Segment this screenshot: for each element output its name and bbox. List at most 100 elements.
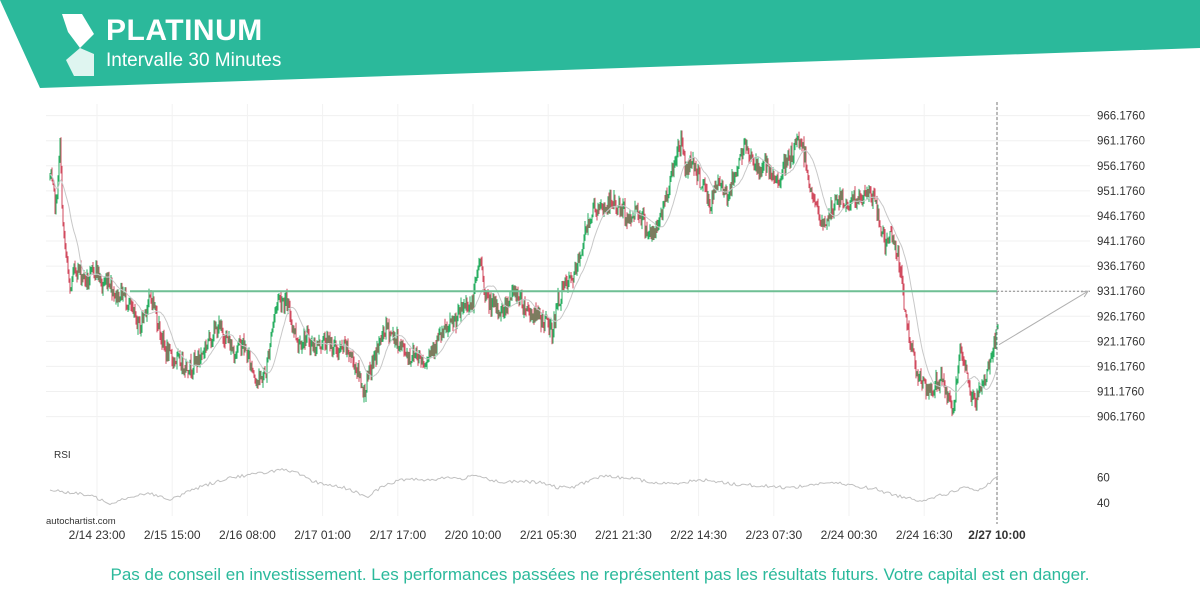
candle-body (363, 386, 365, 397)
candle-body (994, 339, 996, 348)
candle-body (303, 333, 305, 344)
candle-body (802, 142, 804, 148)
candle-body (563, 285, 565, 287)
candle-body (532, 314, 534, 317)
candle-body (480, 259, 482, 262)
candle-body (727, 195, 729, 202)
candle-body (173, 358, 175, 365)
candle-body (807, 170, 809, 179)
candle-body (540, 316, 542, 326)
candle-body (985, 380, 987, 383)
candle-body (428, 352, 430, 359)
candle-body (525, 310, 527, 312)
candle-body (248, 352, 250, 354)
candle-body (651, 228, 653, 239)
candle-body (105, 278, 107, 281)
candle-body (379, 339, 381, 341)
candle-body (881, 232, 883, 235)
candle-body (584, 227, 586, 241)
candle-body (170, 350, 172, 354)
candle-body (417, 358, 419, 362)
candle-body (71, 277, 73, 291)
candle-body (741, 152, 743, 159)
candle-body (366, 374, 368, 392)
candle-body (116, 291, 118, 303)
candle-body (528, 309, 530, 311)
candle-body (597, 206, 599, 215)
candle-body (613, 196, 615, 205)
candle-body (858, 193, 860, 203)
candle-body (691, 161, 693, 164)
candle-body (357, 364, 359, 376)
candle-body (442, 331, 444, 335)
candle-body (701, 187, 703, 189)
candle-body (467, 307, 469, 312)
candle-body (899, 266, 901, 271)
candle-body (608, 199, 610, 213)
candle-body (658, 222, 660, 225)
candle-body (118, 292, 120, 303)
candle-body (291, 320, 293, 328)
candle-body (692, 158, 694, 162)
candle-body (470, 303, 472, 309)
candle-body (132, 307, 134, 312)
candle-body (694, 163, 696, 171)
candle-body (648, 232, 650, 234)
candle-body (217, 331, 219, 336)
candle-body (229, 337, 231, 351)
candle-body (64, 232, 66, 247)
candle-body (619, 202, 621, 212)
candle-body (912, 344, 914, 351)
candle-body (816, 203, 818, 205)
candle-body (74, 265, 76, 269)
candle-body (256, 381, 258, 384)
candle-body (605, 207, 607, 209)
candle-body (926, 389, 928, 395)
candle-body (274, 309, 276, 317)
candle-body (404, 349, 406, 355)
candle-body (948, 394, 950, 396)
candle-body (150, 296, 152, 300)
candle-body (277, 296, 279, 307)
candle-body (569, 275, 571, 278)
candle-body (518, 297, 520, 304)
candle-body (909, 337, 911, 344)
candle-body (903, 289, 905, 310)
candle-body (168, 347, 170, 360)
candle-body (355, 366, 357, 369)
candle-body (879, 223, 881, 227)
candle-body (276, 306, 278, 308)
candle-body (443, 325, 445, 335)
candle-body (681, 136, 683, 142)
candle-body (413, 349, 415, 357)
candle-body (971, 395, 973, 401)
candle-body (717, 178, 719, 190)
candle-body (866, 190, 868, 196)
candle-body (209, 332, 211, 339)
candle-body (140, 326, 142, 334)
candle-body (821, 220, 823, 224)
candle-body (299, 341, 301, 344)
candle-body (131, 307, 133, 309)
candle-body (547, 318, 549, 325)
candle-body (659, 214, 661, 223)
candle-body (143, 313, 145, 320)
candle-body (189, 360, 191, 374)
candle-body (923, 377, 925, 382)
candle-body (906, 316, 908, 326)
candle-body (630, 215, 632, 220)
candle-body (697, 168, 699, 179)
candle-body (169, 347, 171, 351)
candle-body (565, 278, 567, 281)
candle-body (377, 347, 379, 351)
candle-body (953, 406, 955, 409)
candle-body (967, 373, 969, 380)
candle-body (311, 341, 313, 343)
candle-body (916, 371, 918, 373)
disclaimer-text: Pas de conseil en investissement. Les pe… (110, 565, 1090, 584)
candle-body (702, 184, 704, 188)
candle-body (561, 284, 563, 301)
candle-body (381, 334, 383, 342)
candle-body (585, 226, 587, 228)
candle-body (199, 359, 201, 362)
